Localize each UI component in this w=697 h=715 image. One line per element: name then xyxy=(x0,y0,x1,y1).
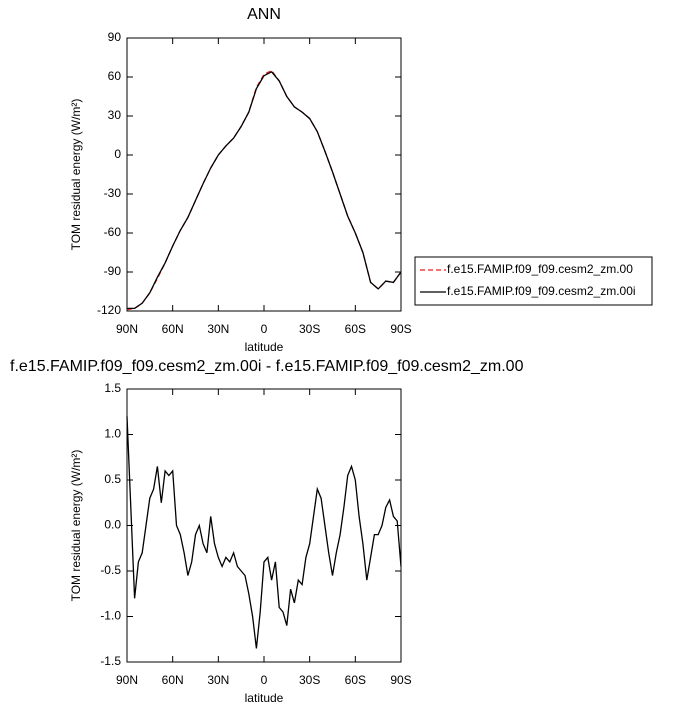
data-line xyxy=(126,69,402,311)
y-axis-label: TOM residual energy (W/m²) xyxy=(69,450,83,602)
y-tick-label: -1.0 xyxy=(100,609,121,623)
x-tick-label: 30N xyxy=(207,673,229,687)
x-tick-label: 60N xyxy=(162,673,184,687)
legend-label: f.e15.FAMIP.f09_f09.cesm2_zm.00 xyxy=(447,262,633,276)
x-tick-label: 60S xyxy=(345,673,366,687)
y-tick-label: -90 xyxy=(104,264,122,278)
y-tick-label: -30 xyxy=(104,186,122,200)
x-tick-label: 60S xyxy=(345,322,366,336)
y-tick-label: -120 xyxy=(97,303,121,317)
y-tick-label: -60 xyxy=(104,225,122,239)
y-axis-label: TOM residual energy (W/m²) xyxy=(69,99,83,251)
y-tick-label: 0.0 xyxy=(104,518,121,532)
x-tick-label: 90N xyxy=(116,322,138,336)
plot-frame xyxy=(126,37,402,312)
y-tick-label: -1.5 xyxy=(100,654,121,668)
y-tick-label: -0.5 xyxy=(100,563,121,577)
y-tick-label: 0 xyxy=(114,147,121,161)
y-tick-label: 60 xyxy=(108,69,122,83)
x-axis-label: latitude xyxy=(245,691,284,705)
chart-title: f.e15.FAMIP.f09_f09.cesm2_zm.00i - f.e15… xyxy=(10,358,524,375)
x-tick-label: 0 xyxy=(261,322,268,336)
y-tick-label: 1.0 xyxy=(104,427,121,441)
x-axis-label: latitude xyxy=(245,340,284,354)
data-line xyxy=(126,416,402,649)
legend-label: f.e15.FAMIP.f09_f09.cesm2_zm.00i xyxy=(447,284,636,298)
data-line xyxy=(127,70,402,310)
x-tick-label: 90S xyxy=(390,322,411,336)
y-tick-label: 1.5 xyxy=(104,381,121,395)
x-tick-label: 90N xyxy=(116,673,138,687)
x-tick-label: 0 xyxy=(261,673,268,687)
y-tick-label: 0.5 xyxy=(104,472,121,486)
y-tick-label: 30 xyxy=(108,108,122,122)
y-tick-label: 90 xyxy=(108,30,122,44)
chart-title: ANN xyxy=(247,6,281,23)
x-tick-label: 30S xyxy=(299,673,320,687)
x-tick-label: 60N xyxy=(162,322,184,336)
x-tick-label: 30S xyxy=(299,322,320,336)
legend-box xyxy=(414,256,653,306)
x-tick-label: 90S xyxy=(390,673,411,687)
x-tick-label: 30N xyxy=(207,322,229,336)
